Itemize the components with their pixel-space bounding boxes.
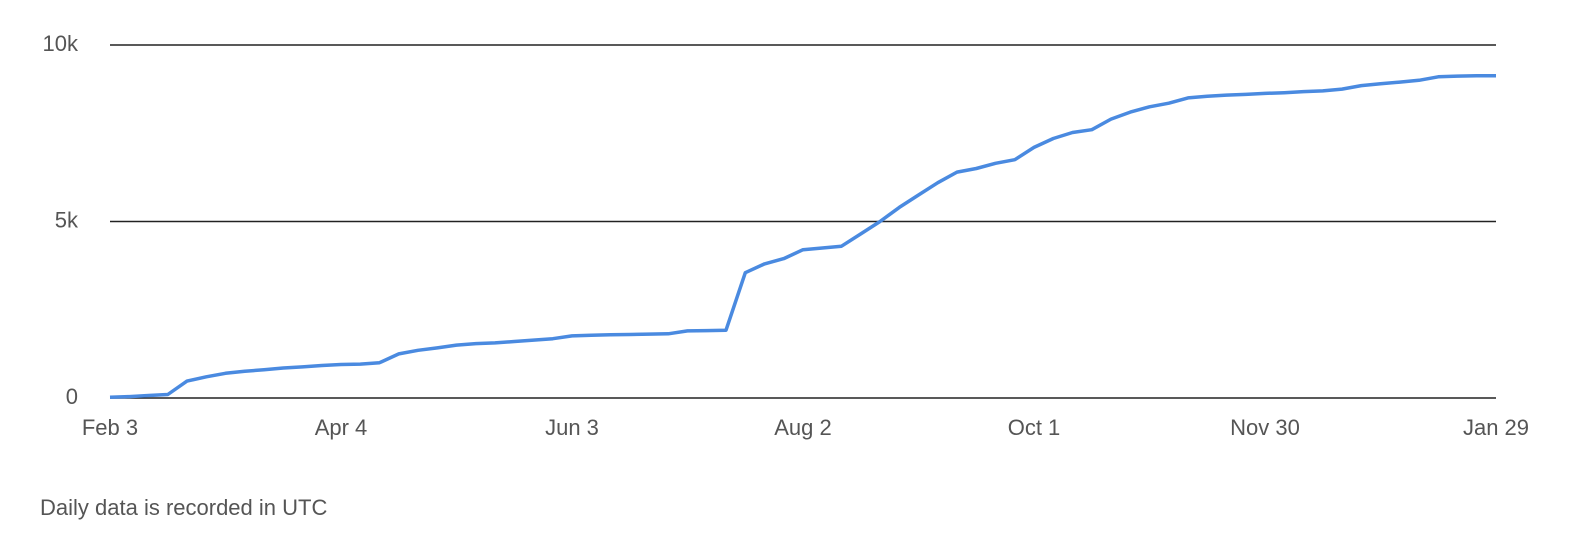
y-tick-label: 10k bbox=[43, 31, 79, 56]
x-tick-label: Aug 2 bbox=[774, 415, 832, 440]
data-line bbox=[109, 73, 1496, 400]
y-tick-label: 0 bbox=[66, 384, 78, 409]
x-tick-label: Jun 3 bbox=[545, 415, 599, 440]
x-tick-label: Feb 3 bbox=[82, 415, 138, 440]
x-tick-label: Apr 4 bbox=[315, 415, 368, 440]
x-tick-label: Oct 1 bbox=[1008, 415, 1061, 440]
footnote: Daily data is recorded in UTC bbox=[40, 495, 327, 520]
y-tick-label: 5k bbox=[55, 207, 79, 232]
x-tick-label: Jan 29 bbox=[1463, 415, 1529, 440]
x-tick-label: Nov 30 bbox=[1230, 415, 1300, 440]
